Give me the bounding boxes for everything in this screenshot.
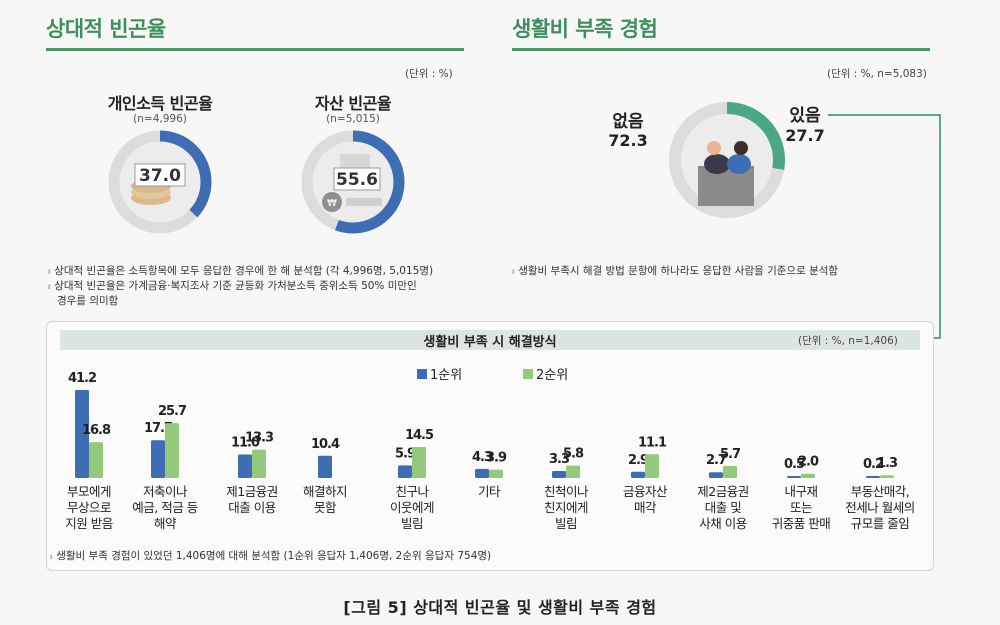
bar-rank1-0	[75, 390, 89, 478]
bar-rank1-2	[238, 454, 252, 478]
panel-title: 생활비 부족 시 해결방식	[423, 335, 557, 350]
right-section-title: 생활비 부족 경험	[512, 17, 658, 41]
solutions-panel	[46, 321, 934, 571]
bar-value-rank1-0: 41.2	[68, 371, 96, 386]
income-poverty-donut: 37.0	[108, 130, 212, 234]
legend-rank1-swatch	[417, 368, 427, 379]
left-unit-label: (단위 : %)	[405, 68, 453, 80]
bar-rank2-10	[880, 475, 894, 478]
bar-rank1-5	[475, 468, 489, 478]
bar-rank2-7	[645, 454, 659, 478]
bar-value-rank1-10: 0.2	[863, 457, 883, 472]
bar-value-rank1-3: 10.4	[311, 437, 340, 452]
asset-poverty-donut: ₩ 55.6	[301, 130, 405, 234]
category-label-6: 친척이나 친지에게 빌림	[543, 484, 589, 531]
bar-rank1-4	[398, 465, 412, 478]
income-poverty-title: 개인소득 빈곤율	[107, 94, 213, 113]
panel-unit-label: (단위 : %, n=1,406)	[798, 335, 898, 347]
bar-rank2-0	[89, 442, 103, 478]
legend-rank1-label: 1순위	[430, 368, 463, 383]
bar-rank1-8	[709, 472, 723, 478]
bar-value-rank2-1: 25.7	[158, 404, 187, 419]
yes-value: 27.7	[785, 126, 825, 145]
bar-value-rank2-6: 5.8	[563, 447, 584, 462]
category-label-4: 친구나 이웃에게 빌림	[389, 484, 435, 531]
asset-poverty-n: (n=5,015)	[326, 113, 380, 125]
connector-line	[828, 114, 941, 343]
left-notes: ı 상대적 빈곤율은 소득항목에 모두 응답한 경우에 한 해 분석함 (각 4,…	[48, 264, 478, 309]
bar-value-rank1-4: 5.9	[395, 446, 416, 461]
bar-value-rank1-9: 0.5	[784, 457, 805, 472]
bar-rank2-2	[252, 449, 266, 478]
bar-value-rank2-10: 1.3	[877, 456, 898, 471]
bar-rank1-9	[787, 476, 801, 478]
bar-value-rank2-9: 2.0	[798, 455, 819, 470]
bar-rank2-9	[801, 473, 815, 478]
bar-rank1-7	[631, 471, 645, 478]
category-label-1: 저축이나 예금, 적금 등 해약	[132, 484, 198, 531]
won-bag-icon: ₩	[327, 198, 337, 209]
bar-value-rank2-8: 5.7	[720, 447, 741, 462]
asset-poverty-title: 자산 빈곤율	[314, 94, 392, 113]
panel-title-bar	[60, 330, 920, 350]
income-poverty-value: 37.0	[139, 166, 181, 186]
category-labels: 부모에게 무상으로 지원 받음 저축이나 예금, 적금 등 해약 제1금융권 대출 …	[60, 484, 930, 544]
bar-rank2-6	[566, 465, 580, 478]
bar-value-rank1-2: 11.0	[231, 436, 260, 451]
left-note-3: 경우를 의미함	[57, 295, 119, 307]
bar-rank2-8	[723, 465, 737, 478]
left-section-title: 상대적 빈곤율	[46, 17, 166, 41]
category-label-8: 제2금융권 대출 및 사채 이용	[697, 484, 749, 531]
bar-value-rank1-6: 3.3	[549, 452, 570, 467]
bar-value-rank2-5: 3.9	[486, 451, 507, 466]
bar-rank2-4	[412, 447, 426, 478]
legend-rank2: 2순위	[523, 363, 568, 383]
bar-value-rank2-0: 16.8	[82, 423, 111, 438]
bar-value-rank2-2: 13.3	[245, 431, 274, 446]
legend-rank2-swatch	[523, 368, 533, 379]
bar-rank2-1	[165, 423, 179, 478]
category-label-10: 부동산매각, 전세나 월세의 규모를 줄임	[845, 484, 915, 531]
category-label-3: 해결하지 못함	[302, 484, 348, 515]
left-note-2: ı 상대적 빈곤율은 가계금융·복지조사 기준 균등화 가처분소득 중위소득 50…	[48, 280, 417, 292]
category-label-7: 금융자산 매각	[622, 484, 668, 515]
figure-caption: [그림 5] 상대적 빈곤율 및 생활비 부족 경험	[343, 598, 657, 617]
bar-rank1-10	[866, 476, 880, 478]
bar-value-rank2-4: 14.5	[405, 428, 434, 443]
category-label-0: 부모에게 무상으로 지원 받음	[65, 484, 113, 531]
bar-rank2-5	[489, 469, 503, 478]
bar-value-rank1-7: 2.9	[628, 453, 649, 468]
bar-value-rank1-8: 2.7	[706, 453, 727, 468]
bar-rank1-6	[552, 470, 566, 478]
bar-value-rank1-5: 4.3	[472, 450, 493, 465]
right-note: ı 생활비 부족시 해결 방법 문항에 하나라도 응답한 사람을 기준으로 분석함	[512, 265, 839, 277]
bar-rank1-3	[318, 455, 332, 478]
no-value: 72.3	[608, 131, 648, 150]
legend-rank1: 1순위	[417, 363, 462, 383]
left-section-rule	[46, 48, 464, 51]
living-cost-donut	[669, 102, 785, 218]
right-section-rule	[512, 48, 930, 51]
no-label: 없음	[612, 112, 644, 132]
panel-note: ı 생활비 부족 경험이 있었던 1,406명에 대해 분석함 (1순위 응답자 …	[50, 550, 492, 562]
legend-rank2-label: 2순위	[536, 368, 569, 383]
asset-poverty-value: 55.6	[336, 170, 378, 190]
category-label-2: 제1금융권 대출 이용	[226, 484, 278, 515]
category-label-5: 기타	[477, 484, 501, 499]
right-unit-label: (단위 : %, n=5,083)	[827, 68, 927, 80]
yes-label: 있음	[789, 106, 821, 126]
left-note-1: ı 상대적 빈곤율은 소득항목에 모두 응답한 경우에 한 해 분석함 (각 4,…	[48, 265, 434, 277]
bar-value-rank2-7: 11.1	[638, 435, 667, 450]
solutions-bar-chart: 41.216.8 17.725.711.013.3 10.45.914.54.33.…	[68, 371, 899, 478]
bar-rank1-1	[151, 440, 165, 478]
income-poverty-n: (n=4,996)	[133, 113, 187, 125]
category-label-9: 내구재 또는 귀중품 판매	[771, 484, 831, 531]
